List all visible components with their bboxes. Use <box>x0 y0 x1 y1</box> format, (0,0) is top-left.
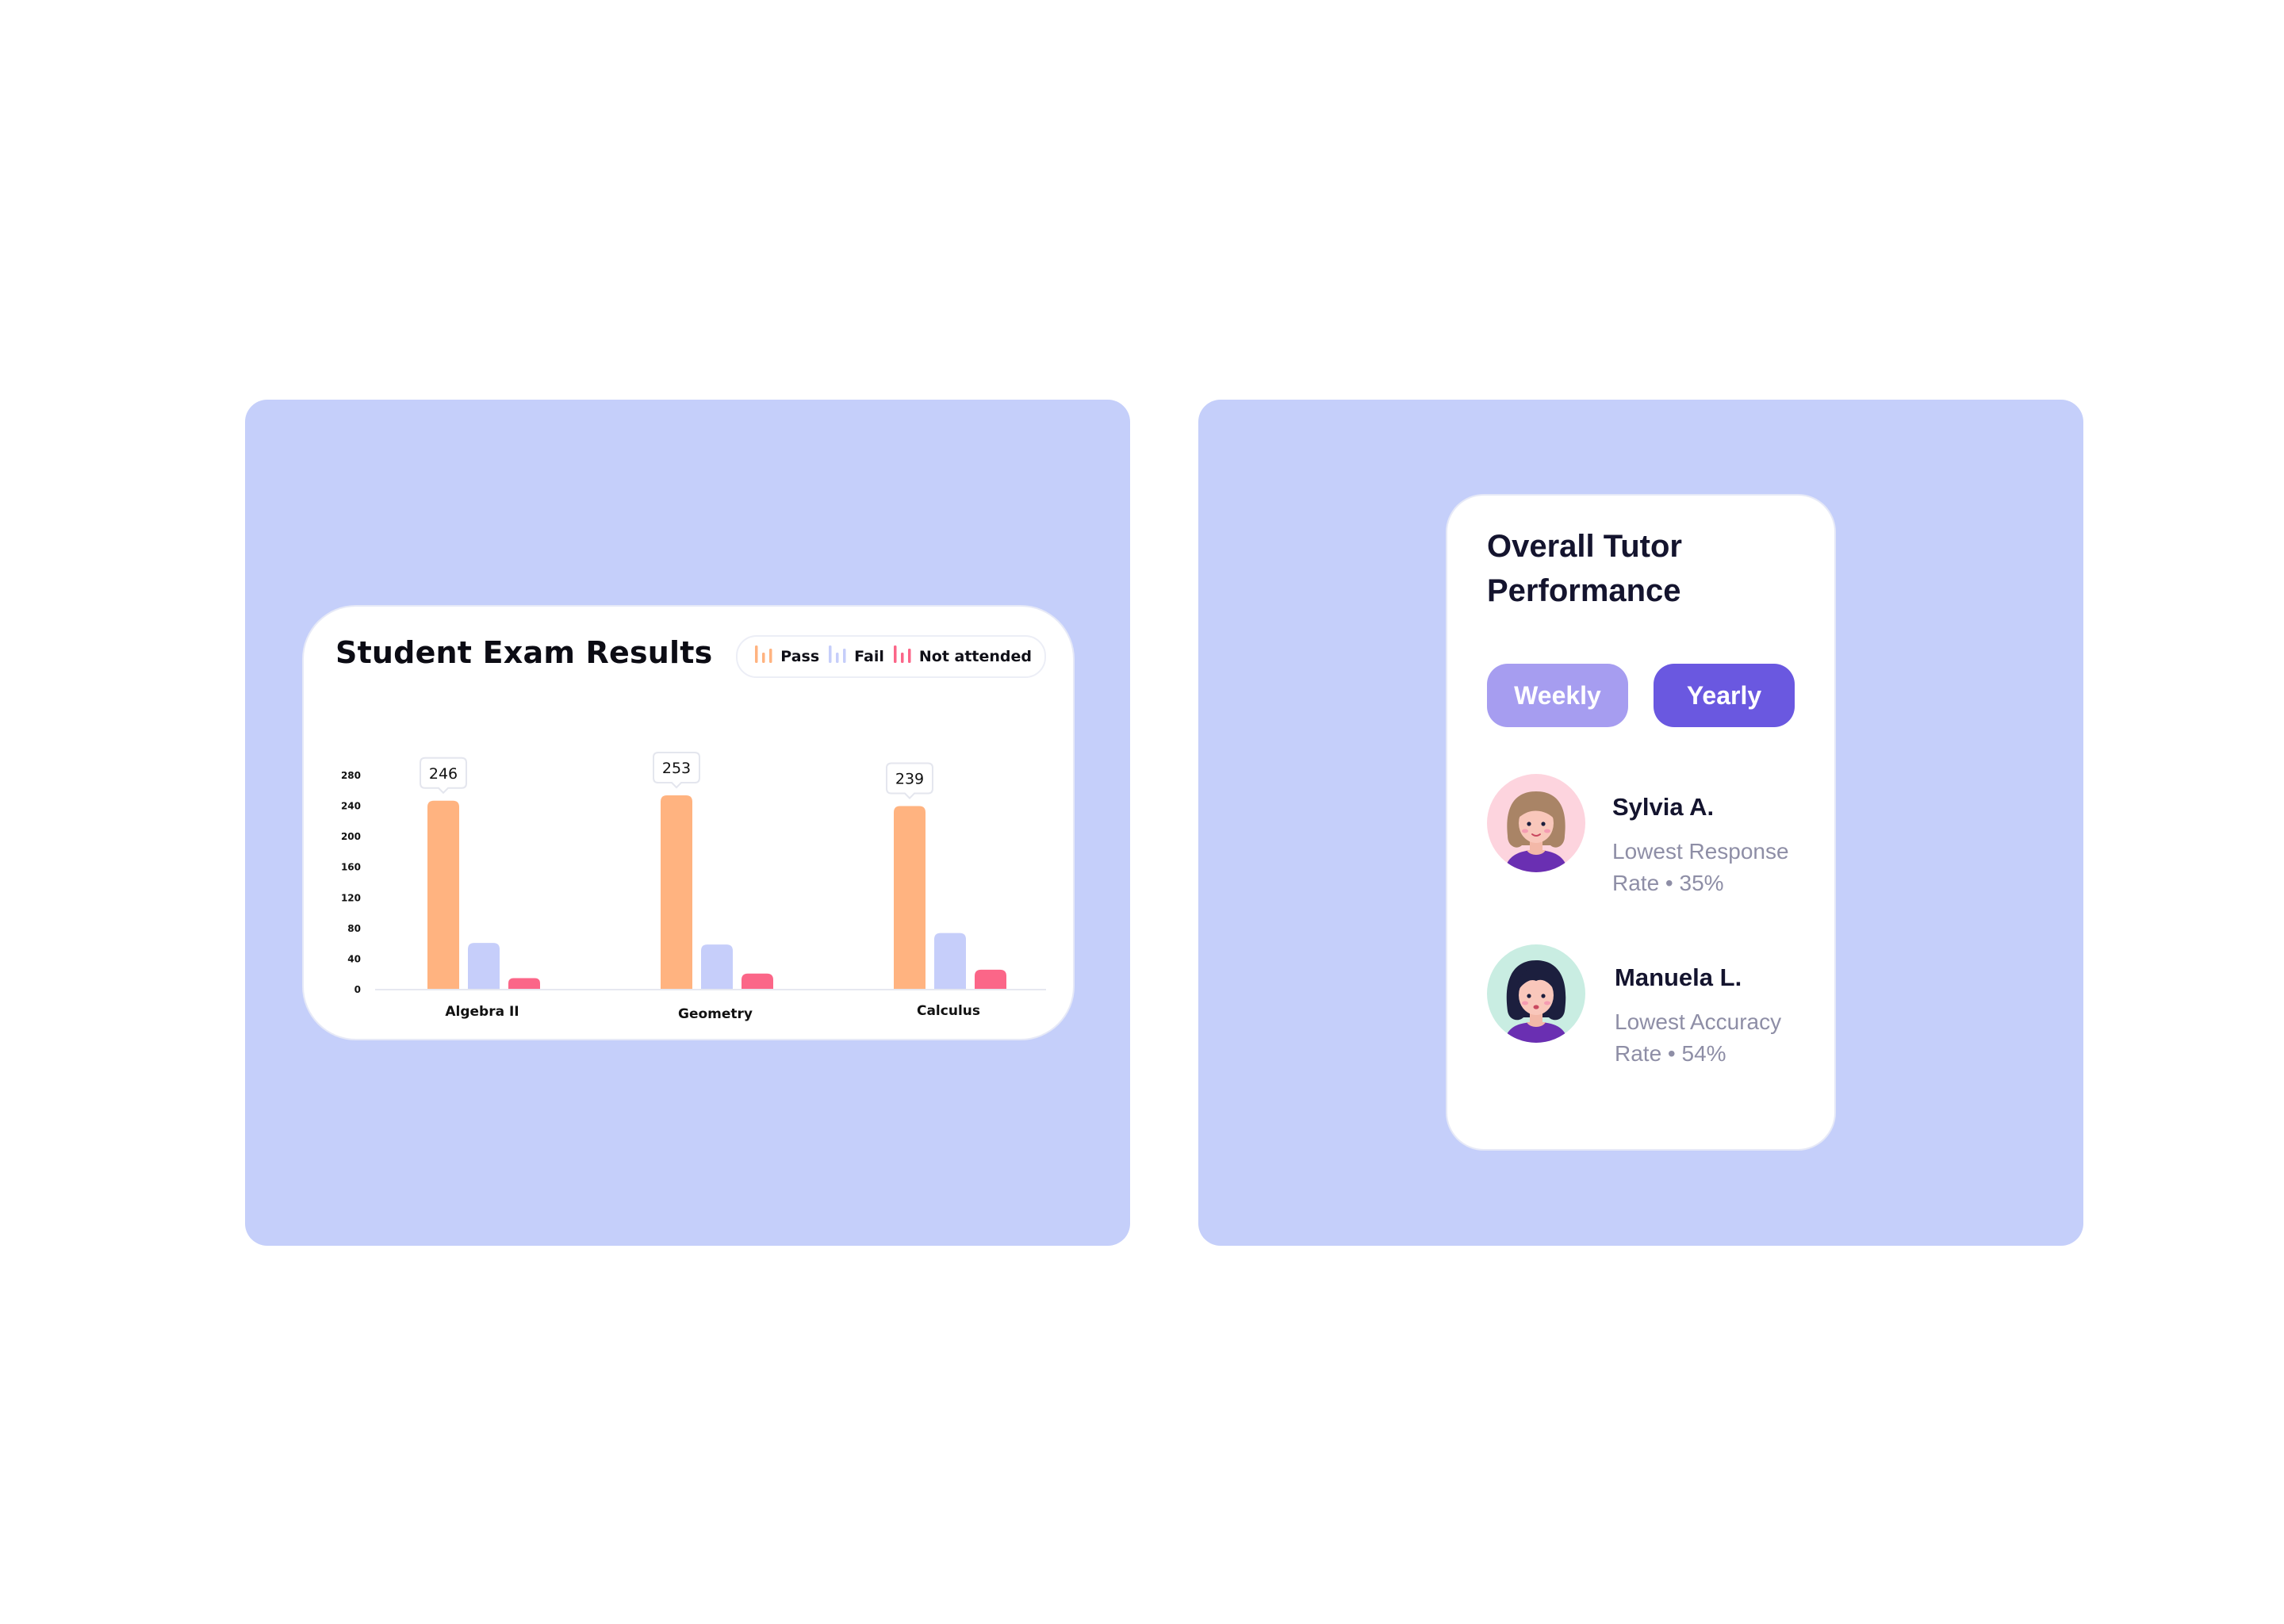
avatar <box>1487 944 1585 1043</box>
legend-item-fail: Fail <box>827 645 884 665</box>
x-category-label: Algebra II <box>445 1004 519 1020</box>
bar-fail <box>934 933 966 989</box>
legend-label-not-attended: Not attended <box>918 648 1032 665</box>
bar-fail <box>468 943 500 989</box>
legend-label-pass: Pass <box>780 648 820 665</box>
x-category-label: Calculus <box>917 1003 980 1019</box>
data-label-tooltip <box>653 752 700 789</box>
bar-chart-icon <box>829 645 846 663</box>
bar-chart-icon <box>893 645 911 663</box>
tutor-performance-card: Overall Tutor Performance Weekly Yearly <box>1447 496 1834 1149</box>
tutor-card-title: Overall Tutor Performance <box>1487 529 1682 608</box>
bar-chart-icon <box>755 645 772 663</box>
y-tick-label: 120 <box>341 892 361 903</box>
y-tick-label: 160 <box>341 862 361 873</box>
chart-legend: Pass Fail Not attended <box>736 635 1046 678</box>
y-tick-label: 0 <box>354 984 361 995</box>
exam-results-panel: Student Exam Results Pass Fail <box>245 400 1130 1246</box>
tutor-performance-panel: Overall Tutor Performance Weekly Yearly <box>1198 400 2083 1246</box>
legend-label-fail: Fail <box>854 648 884 665</box>
bar-fail <box>701 944 733 989</box>
bar-pass <box>894 806 925 989</box>
legend-item-pass: Pass <box>753 645 820 665</box>
avatar <box>1487 774 1585 872</box>
data-label-tooltip <box>420 756 467 795</box>
y-tick-label: 40 <box>347 953 361 964</box>
legend-item-not-attended: Not attended <box>892 645 1032 665</box>
bar-pass <box>427 800 459 989</box>
data-label: 239 <box>895 771 924 788</box>
bar-pass <box>661 795 692 989</box>
y-tick-label: 200 <box>341 831 361 842</box>
tutor-list-item[interactable]: Sylvia A. Lowest Response Rate • 35% <box>1487 774 1820 895</box>
tutor-list-item[interactable]: Manuela L. Lowest Accuracy Rate • 54% <box>1487 944 1820 1066</box>
bar-not-attended <box>742 973 773 989</box>
tutor-name: Manuela L. <box>1615 963 1742 991</box>
chart-title: Student Exam Results <box>335 635 713 670</box>
y-tick-label: 280 <box>341 770 361 781</box>
tutor-stat: Lowest Response Rate • 35% <box>1612 839 1789 895</box>
data-label-tooltip <box>886 762 933 799</box>
x-category-label: Geometry <box>678 1006 753 1022</box>
tutor-name: Sylvia A. <box>1612 793 1715 821</box>
bar-not-attended <box>508 978 540 989</box>
weekly-toggle-button[interactable]: Weekly <box>1487 664 1628 727</box>
yearly-toggle-button[interactable]: Yearly <box>1654 664 1795 727</box>
bar-not-attended <box>975 969 1006 989</box>
exam-bar-chart: 0 40 80 120 160 200 240 280 Algebra II 246 Geometr… <box>341 752 1046 1022</box>
y-tick-label: 240 <box>341 801 361 812</box>
exam-results-card: Student Exam Results Pass Fail <box>304 607 1073 1039</box>
tutor-stat: Lowest Accuracy Rate • 54% <box>1615 1009 1782 1066</box>
data-label: 246 <box>429 765 458 783</box>
y-tick-label: 80 <box>347 923 361 934</box>
data-label: 253 <box>662 760 691 777</box>
